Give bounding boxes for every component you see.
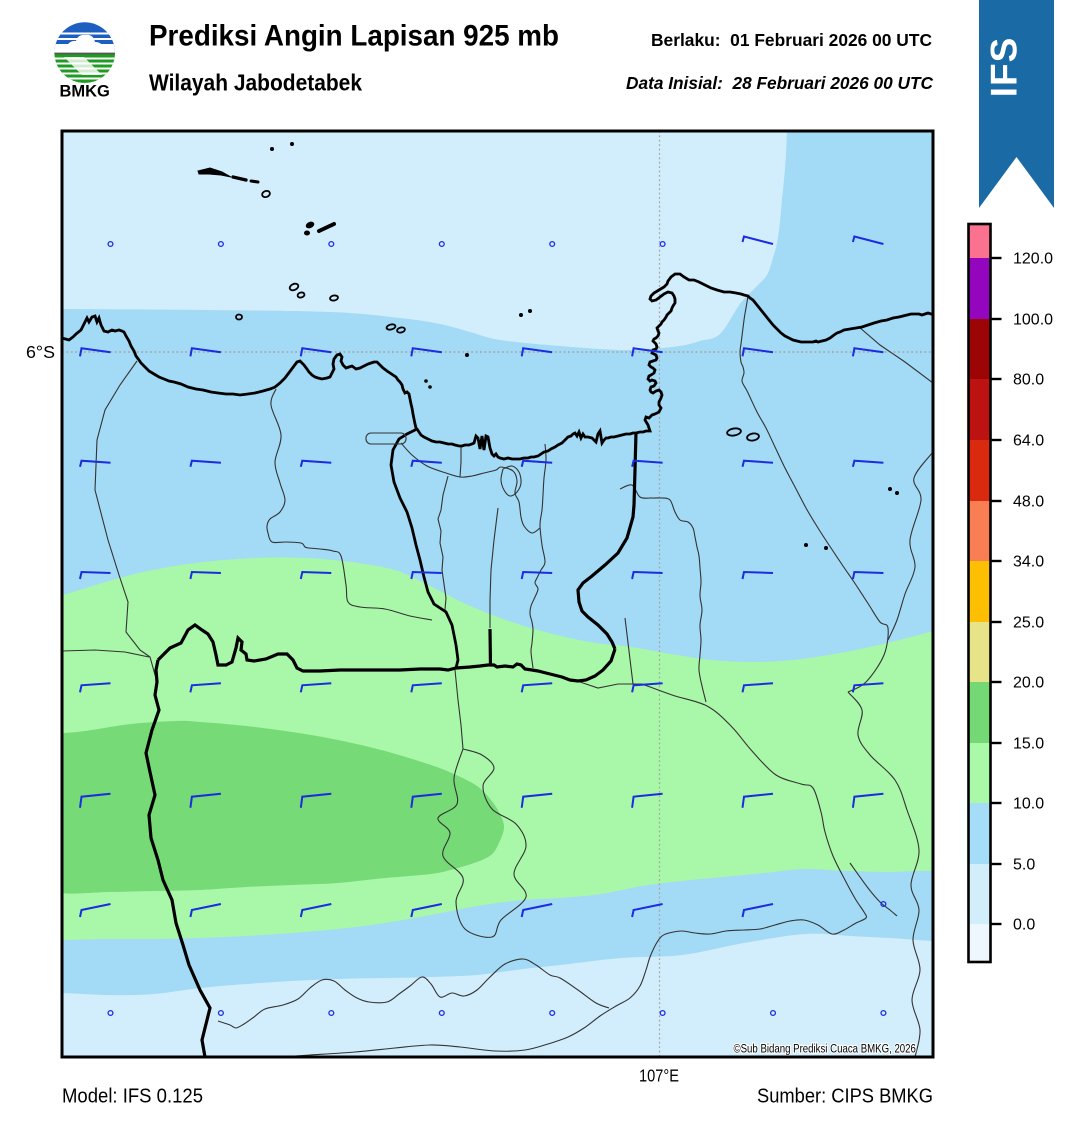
svg-text:BMKG: BMKG (59, 83, 109, 101)
svg-text:Prediksi Angin Lapisan 925 mb: Prediksi Angin Lapisan 925 mb (149, 20, 559, 53)
svg-text:0.0: 0.0 (1013, 917, 1035, 934)
svg-text:10.0: 10.0 (1013, 796, 1044, 813)
svg-text:6°S: 6°S (26, 342, 55, 362)
svg-text:Model: IFS 0.125: Model: IFS 0.125 (62, 1086, 203, 1108)
svg-text:80.0: 80.0 (1013, 372, 1044, 389)
svg-text:34.0: 34.0 (1013, 554, 1044, 571)
svg-text:Wilayah Jabodetabek: Wilayah Jabodetabek (149, 70, 362, 96)
svg-text:IFS: IFS (984, 37, 1025, 98)
svg-text:120.0: 120.0 (1013, 251, 1053, 268)
svg-text:15.0: 15.0 (1013, 736, 1044, 753)
svg-text:5.0: 5.0 (1013, 857, 1035, 874)
svg-text:107°E: 107°E (639, 1066, 679, 1086)
svg-text:©Sub Bidang Prediksi Cuaca BMK: ©Sub Bidang Prediksi Cuaca BMKG, 2026 (734, 1043, 916, 1056)
svg-text:Berlaku: 01 Februari 2026 00: Berlaku: 01 Februari 2026 00 UTC (651, 30, 932, 50)
svg-text:48.0: 48.0 (1013, 494, 1044, 511)
svg-text:Sumber: CIPS BMKG: Sumber: CIPS BMKG (757, 1086, 933, 1108)
svg-text:20.0: 20.0 (1013, 675, 1044, 692)
svg-text:100.0: 100.0 (1013, 312, 1053, 329)
svg-text:Data Inisial: 28 Februari 202: Data Inisial: 28 Februari 2026 00 UTC (626, 73, 933, 93)
svg-text:25.0: 25.0 (1013, 615, 1044, 632)
svg-text:64.0: 64.0 (1013, 433, 1044, 450)
